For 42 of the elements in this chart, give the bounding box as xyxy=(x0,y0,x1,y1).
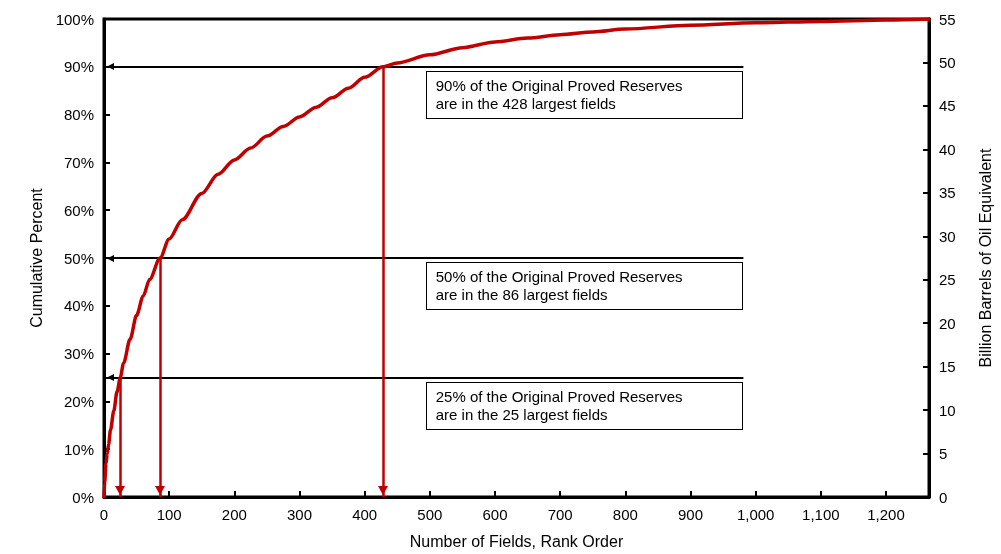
y2-tick-label: 30 xyxy=(939,227,956,245)
y-tick-label: 100% xyxy=(55,10,94,28)
y-tick-label: 40% xyxy=(63,297,94,315)
x-tick-label: 700 xyxy=(547,506,573,523)
y-axis-title: Cumulative Percent xyxy=(27,187,45,328)
y2-tick-label: 20 xyxy=(939,314,956,332)
y-tick-label: 80% xyxy=(63,106,94,124)
y-tick-label: 30% xyxy=(63,345,94,363)
y2-tick-label: 55 xyxy=(939,10,956,28)
x-tick-label: 500 xyxy=(417,506,443,523)
y2-tick-label: 0 xyxy=(939,488,948,506)
y2-tick-label: 45 xyxy=(939,97,956,115)
y2-tick-label: 25 xyxy=(939,271,956,289)
x-tick-label: 600 xyxy=(482,506,508,523)
y-tick-label: 50% xyxy=(63,249,94,267)
x-tick-label: 0 xyxy=(99,506,109,523)
note-box: 90% of the Original Proved Reserves are in the 428 largest fields xyxy=(425,70,744,119)
x-tick-label: 900 xyxy=(677,506,704,523)
y2-tick-label: 35 xyxy=(939,184,956,202)
y2-tick-label: 50 xyxy=(939,53,956,71)
x-tick-label: 200 xyxy=(221,506,247,523)
note-box: 25% of the Original Proved Reserves are in the 25 largest fields xyxy=(425,381,744,430)
x-tick-label: 800 xyxy=(612,506,638,523)
x-tick-label: 300 xyxy=(286,506,313,523)
y-tick-label: 70% xyxy=(63,153,94,171)
y-tick-label: 10% xyxy=(63,440,94,458)
y-tick-label: 0% xyxy=(72,488,94,506)
x-tick-label: 1,200 xyxy=(867,506,905,523)
y-tick-label: 60% xyxy=(63,201,94,219)
x-tick-label: 400 xyxy=(352,506,378,523)
y2-tick-label: 40 xyxy=(939,140,956,158)
y2-axis-title: Billion Barrels of Oil Equivalent xyxy=(976,148,994,368)
x-tick-label: 1,000 xyxy=(736,506,775,523)
x-tick-label: 1,100 xyxy=(802,506,840,523)
y2-tick-label: 5 xyxy=(939,445,948,463)
x-tick-label: 100 xyxy=(156,506,182,523)
note-box: 50% of the Original Proved Reserves are in the 86 largest fields xyxy=(425,262,744,310)
y2-tick-label: 10 xyxy=(939,401,956,419)
y-tick-label: 20% xyxy=(63,392,94,410)
y-tick-label: 90% xyxy=(63,58,94,76)
y2-tick-label: 15 xyxy=(939,358,956,376)
x-axis-title: Number of Fields, Rank Order xyxy=(409,532,624,550)
